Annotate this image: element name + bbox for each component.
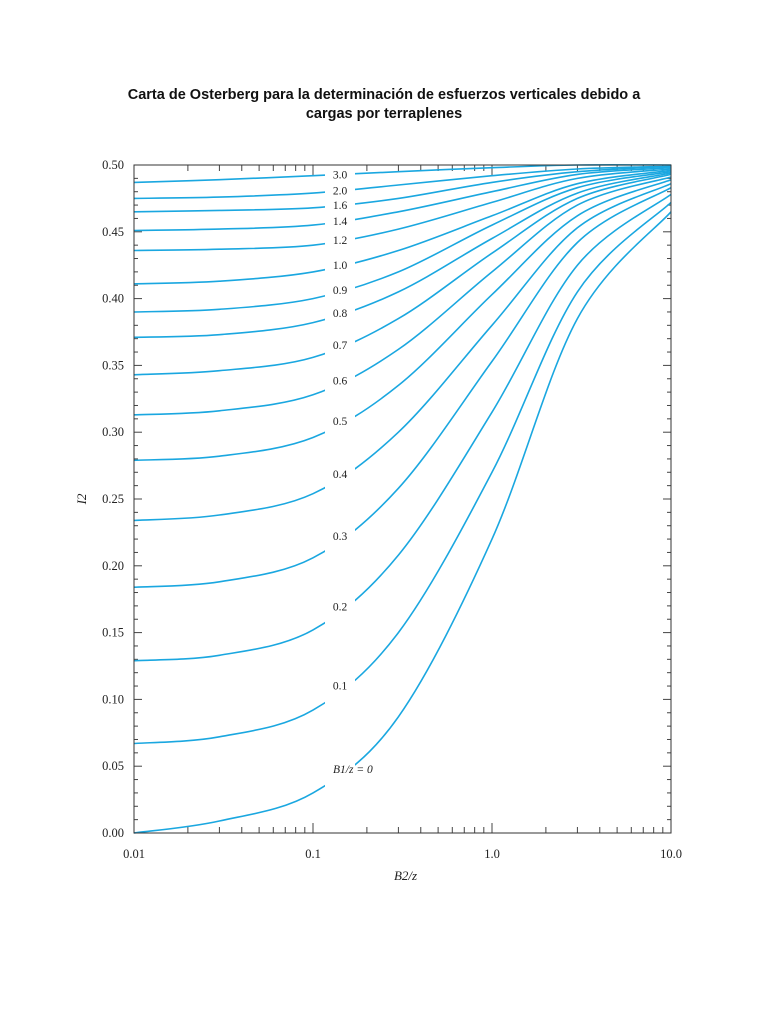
curve-series <box>133 168 672 252</box>
curve-label: 1.6 <box>333 200 348 212</box>
curve-series <box>133 165 672 213</box>
curve-label: 0.9 <box>333 285 348 297</box>
x-tick-label: 1.0 <box>484 847 500 861</box>
curve-label: B1/z = 0 <box>333 764 373 776</box>
x-axis-label: B2/z <box>394 868 417 883</box>
curve-label: 0.8 <box>333 308 348 320</box>
curve-label: 1.4 <box>333 216 348 228</box>
chart-title-line-2: cargas por terraplenes <box>305 106 463 122</box>
curve-label: 0.4 <box>333 469 348 481</box>
curve-series <box>133 169 672 285</box>
y-axis-label: I2 <box>74 493 89 505</box>
curve-series <box>133 201 672 745</box>
y-tick-label: 0.50 <box>102 158 124 172</box>
curve-series <box>133 165 672 200</box>
axis-ticks <box>133 164 671 834</box>
curve-label: 0.7 <box>333 340 348 352</box>
curve-series <box>133 178 672 462</box>
curve-label: 2.0 <box>333 186 348 198</box>
y-tick-label: 0.45 <box>102 225 124 239</box>
y-tick-label: 0.00 <box>102 826 124 840</box>
y-tick-label: 0.10 <box>102 692 124 706</box>
y-tick-label: 0.25 <box>102 492 124 506</box>
curve-label: 1.0 <box>333 260 348 272</box>
curve-series <box>133 173 672 376</box>
y-tick-label: 0.15 <box>102 626 124 640</box>
x-tick-label: 10.0 <box>660 847 682 861</box>
curve-series <box>133 176 672 416</box>
y-tick-label: 0.35 <box>102 358 124 372</box>
curve-label: 0.3 <box>333 531 348 543</box>
y-tick-label: 0.30 <box>102 425 124 439</box>
curve-series <box>133 170 672 313</box>
curve-series <box>133 211 672 834</box>
curve-label: 3.0 <box>333 169 348 181</box>
curves <box>133 164 672 834</box>
curve-series <box>133 193 672 662</box>
curve-label: 1.2 <box>333 235 348 247</box>
curve-label: 0.5 <box>333 416 348 428</box>
y-tick-label: 0.20 <box>102 559 124 573</box>
curve-labels: 3.0 2.0 1.6 1.4 1.2 1.0 0.9 0.8 0.7 0.6 0.5 0.4 0.3 0… <box>333 169 373 775</box>
chart-title: Carta de Osterberg para la determinación… <box>84 86 684 124</box>
curve-series <box>133 182 672 522</box>
plot-frame <box>133 164 672 834</box>
curve-label: 0.2 <box>333 601 348 613</box>
y-tick-label: 0.05 <box>102 759 124 773</box>
curve-series <box>133 187 672 588</box>
curve-label: 0.6 <box>333 375 348 387</box>
curve-series <box>133 166 672 232</box>
y-tick-label: 0.40 <box>102 292 124 306</box>
x-tick-label: 0.01 <box>123 847 145 861</box>
curve-label: 0.1 <box>333 681 348 693</box>
curve-series <box>133 172 672 339</box>
x-tick-label: 0.1 <box>305 847 321 861</box>
chart-title-line-1: Carta de Osterberg para la determinación… <box>127 87 641 103</box>
y-tick-labels: 0.00 0.05 0.10 0.15 0.20 0.25 0.30 0.35 0.40 0.45… <box>102 158 124 840</box>
x-tick-labels: 0.01 0.1 1.0 10.0 <box>123 847 682 861</box>
